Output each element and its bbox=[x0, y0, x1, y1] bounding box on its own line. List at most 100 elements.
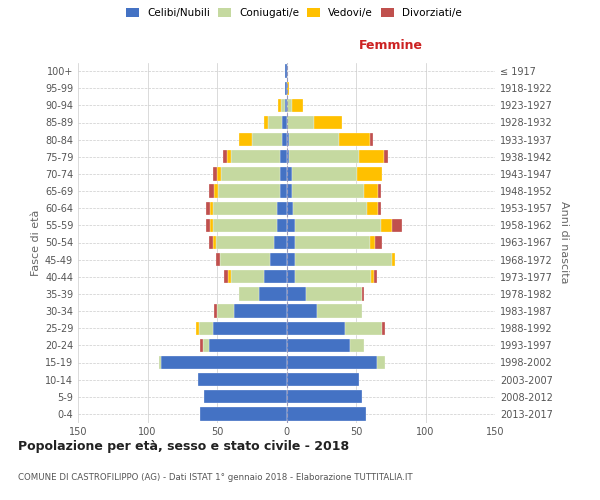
Bar bbox=[223, 150, 227, 164]
Bar bbox=[367, 202, 378, 215]
Bar bbox=[210, 202, 213, 215]
Bar bbox=[231, 270, 264, 283]
Bar bbox=[196, 322, 199, 335]
Bar bbox=[206, 218, 210, 232]
Bar bbox=[287, 356, 377, 369]
Bar bbox=[287, 98, 292, 112]
Bar bbox=[364, 184, 378, 198]
Bar bbox=[228, 270, 231, 283]
Bar bbox=[287, 322, 345, 335]
Bar bbox=[218, 184, 280, 198]
Bar bbox=[285, 98, 287, 112]
Bar bbox=[285, 82, 287, 95]
Bar bbox=[210, 218, 213, 232]
Bar bbox=[382, 322, 385, 335]
Bar bbox=[277, 218, 287, 232]
Bar bbox=[203, 338, 209, 352]
Bar bbox=[289, 150, 359, 164]
Bar bbox=[378, 202, 381, 215]
Text: Femmine: Femmine bbox=[359, 38, 423, 52]
Bar bbox=[287, 150, 289, 164]
Bar bbox=[278, 98, 281, 112]
Bar bbox=[295, 270, 371, 283]
Bar bbox=[213, 167, 217, 180]
Bar bbox=[213, 236, 215, 249]
Bar bbox=[293, 202, 367, 215]
Y-axis label: Anni di nascita: Anni di nascita bbox=[559, 201, 569, 284]
Bar bbox=[213, 322, 287, 335]
Bar bbox=[378, 184, 381, 198]
Bar bbox=[268, 116, 283, 129]
Bar bbox=[317, 304, 362, 318]
Bar bbox=[292, 167, 358, 180]
Text: Popolazione per età, sesso e stato civile - 2018: Popolazione per età, sesso e stato civil… bbox=[18, 440, 349, 453]
Bar bbox=[213, 218, 277, 232]
Bar bbox=[200, 407, 287, 420]
Bar bbox=[214, 304, 217, 318]
Bar bbox=[292, 184, 364, 198]
Bar bbox=[287, 218, 295, 232]
Bar bbox=[287, 253, 295, 266]
Bar bbox=[213, 202, 277, 215]
Bar bbox=[161, 356, 287, 369]
Y-axis label: Fasce di età: Fasce di età bbox=[31, 210, 41, 276]
Bar bbox=[287, 116, 314, 129]
Bar bbox=[345, 322, 382, 335]
Legend: Celibi/Nubili, Coniugati/e, Vedovi/e, Divorziati/e: Celibi/Nubili, Coniugati/e, Vedovi/e, Di… bbox=[126, 8, 462, 18]
Bar bbox=[287, 167, 292, 180]
Bar bbox=[259, 287, 287, 300]
Bar bbox=[280, 150, 287, 164]
Bar bbox=[287, 270, 295, 283]
Bar bbox=[287, 287, 306, 300]
Text: COMUNE DI CASTROFILIPPO (AG) - Dati ISTAT 1° gennaio 2018 - Elaborazione TUTTITA: COMUNE DI CASTROFILIPPO (AG) - Dati ISTA… bbox=[18, 473, 413, 482]
Bar bbox=[200, 338, 203, 352]
Bar bbox=[158, 356, 161, 369]
Bar bbox=[358, 167, 382, 180]
Bar bbox=[227, 150, 231, 164]
Bar bbox=[280, 167, 287, 180]
Bar bbox=[287, 184, 292, 198]
Bar bbox=[359, 150, 384, 164]
Bar bbox=[287, 133, 289, 146]
Bar bbox=[370, 133, 373, 146]
Bar bbox=[287, 304, 317, 318]
Bar bbox=[239, 287, 259, 300]
Bar bbox=[252, 133, 283, 146]
Bar bbox=[209, 184, 214, 198]
Bar bbox=[264, 270, 287, 283]
Bar bbox=[370, 236, 376, 249]
Bar bbox=[371, 270, 374, 283]
Bar bbox=[374, 270, 377, 283]
Bar bbox=[287, 373, 359, 386]
Bar bbox=[220, 253, 270, 266]
Bar bbox=[277, 202, 287, 215]
Bar bbox=[214, 184, 218, 198]
Bar bbox=[340, 133, 370, 146]
Bar bbox=[233, 304, 287, 318]
Bar bbox=[287, 82, 289, 95]
Bar bbox=[274, 236, 287, 249]
Bar bbox=[285, 64, 287, 78]
Bar bbox=[376, 236, 382, 249]
Bar bbox=[392, 253, 395, 266]
Bar bbox=[231, 150, 280, 164]
Bar bbox=[287, 338, 350, 352]
Bar bbox=[283, 133, 287, 146]
Bar bbox=[209, 236, 213, 249]
Bar bbox=[280, 184, 287, 198]
Bar bbox=[350, 338, 364, 352]
Bar bbox=[281, 98, 285, 112]
Bar bbox=[314, 116, 342, 129]
Bar bbox=[270, 253, 287, 266]
Bar bbox=[287, 390, 362, 404]
Bar bbox=[306, 287, 362, 300]
Bar bbox=[197, 373, 287, 386]
Bar bbox=[215, 236, 274, 249]
Bar bbox=[283, 116, 287, 129]
Bar bbox=[221, 167, 280, 180]
Bar bbox=[381, 218, 392, 232]
Bar bbox=[362, 287, 364, 300]
Bar bbox=[377, 356, 385, 369]
Bar bbox=[206, 202, 210, 215]
Bar bbox=[392, 218, 402, 232]
